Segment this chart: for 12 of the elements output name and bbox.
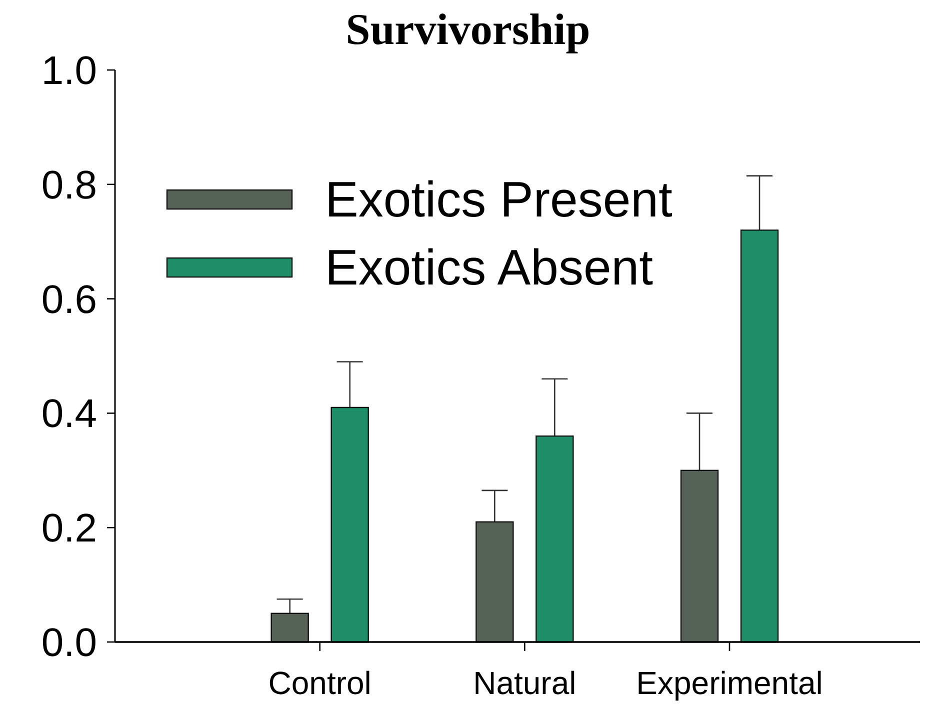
x-tick-label: Control xyxy=(268,665,372,701)
y-tick-label: 0.0 xyxy=(41,621,97,665)
legend-label: Exotics Present xyxy=(325,172,672,228)
x-tick-label: Natural xyxy=(473,665,576,701)
y-tick-label: 0.2 xyxy=(41,506,97,551)
y-tick-label: 0.8 xyxy=(41,163,97,208)
legend-label: Exotics Absent xyxy=(325,240,654,296)
x-tick-label: Experimental xyxy=(636,665,823,701)
y-tick-label: 1.0 xyxy=(41,49,97,93)
y-tick-label: 0.6 xyxy=(41,278,97,322)
chart-title: Survivorship xyxy=(346,5,590,54)
y-tick-label: 0.4 xyxy=(41,392,97,436)
